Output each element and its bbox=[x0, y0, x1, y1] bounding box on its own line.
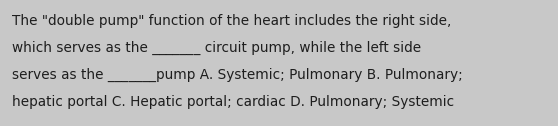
Text: which serves as the _______ circuit pump, while the left side: which serves as the _______ circuit pump… bbox=[12, 41, 421, 55]
Text: The "double pump" function of the heart includes the right side,: The "double pump" function of the heart … bbox=[12, 14, 451, 28]
Text: hepatic portal C. Hepatic portal; cardiac D. Pulmonary; Systemic: hepatic portal C. Hepatic portal; cardia… bbox=[12, 95, 454, 109]
Text: serves as the _______pump A. Systemic; Pulmonary B. Pulmonary;: serves as the _______pump A. Systemic; P… bbox=[12, 68, 463, 82]
